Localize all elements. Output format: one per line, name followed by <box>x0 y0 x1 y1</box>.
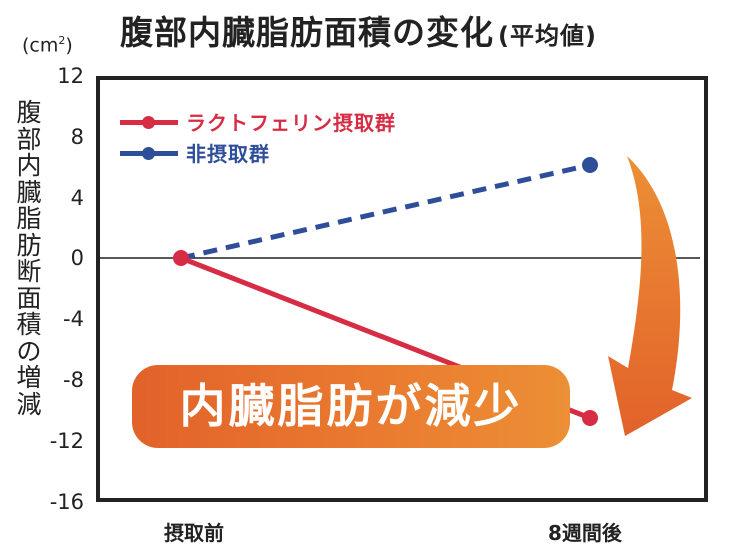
legend-swatch-red <box>120 112 178 132</box>
y-unit-close: ) <box>65 34 73 57</box>
reduction-banner: 内臓脂肪が減少 <box>132 365 570 448</box>
y-tick: -12 <box>49 429 84 453</box>
baseline-point <box>173 250 189 266</box>
y-tick: 0 <box>70 246 84 270</box>
down-arrow-icon <box>608 156 692 436</box>
y-tick: -8 <box>63 368 84 392</box>
legend-swatch-blue <box>120 143 178 163</box>
x-tick-before: 摂取前 <box>164 521 224 545</box>
legend-item-lactoferrin: ラクトフェリン摂取群 <box>120 106 396 137</box>
y-axis-unit: (cm2) <box>22 34 73 56</box>
chart-title-main: 腹部内臓脂肪面積の変化 <box>120 13 494 52</box>
control-point-8w <box>582 157 598 173</box>
y-tick: 4 <box>70 186 84 210</box>
legend-label: ラクトフェリン摂取群 <box>186 111 396 135</box>
plot-frame <box>96 76 708 502</box>
lactoferrin-point-8w <box>582 410 598 426</box>
y-tick: -4 <box>63 307 84 331</box>
series-control-line <box>180 162 591 261</box>
y-tick: 8 <box>70 125 84 149</box>
chart-title: 腹部内臓脂肪面積の変化 (平均値) <box>120 6 597 54</box>
legend-label: 非摂取群 <box>186 142 270 166</box>
y-unit-base: (cm <box>22 34 59 57</box>
y-tick: 12 <box>57 64 84 88</box>
y-axis-label: 腹部内臓脂肪断面積の増減 <box>16 98 42 419</box>
y-unit-sup: 2 <box>58 34 66 47</box>
y-tick: -16 <box>49 490 84 514</box>
legend-item-control: 非摂取群 <box>120 137 396 168</box>
legend: ラクトフェリン摂取群 非摂取群 <box>120 106 396 168</box>
chart-title-sub: (平均値) <box>498 22 597 50</box>
x-tick-8weeks: 8週間後 <box>548 521 622 545</box>
